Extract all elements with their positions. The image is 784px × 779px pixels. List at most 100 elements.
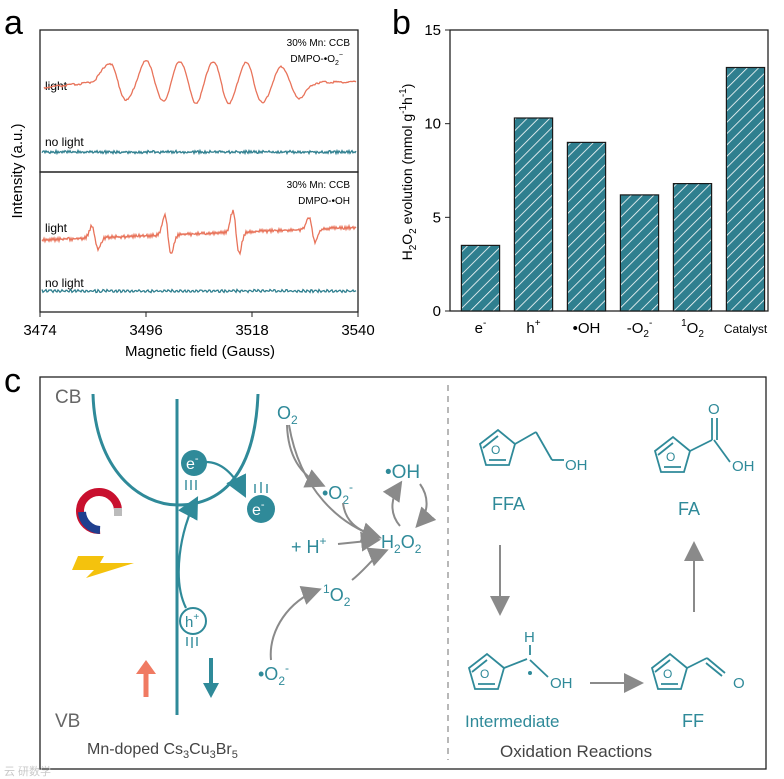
electron-in-band: e- xyxy=(181,450,207,490)
magnet-icon xyxy=(76,488,123,535)
panel-a-top-nolight-label: no light xyxy=(45,135,84,149)
electron-released: e- xyxy=(247,482,275,523)
panel-a: Intensity (a.u.) 3474 3496 3518 3540 Mag… xyxy=(9,29,375,360)
panel-a-top-dark-trace xyxy=(41,148,357,156)
electron-text: e xyxy=(186,456,195,473)
panel-b-ytick: 10 xyxy=(424,116,441,133)
bar-1 xyxy=(513,117,554,312)
ffa-molecule xyxy=(478,428,564,466)
ff-o-carbonyl: O xyxy=(733,675,745,692)
panel-a-xtick: 3540 xyxy=(341,322,374,339)
fa-o-carbonyl: O xyxy=(708,401,720,418)
arrow-superoxide-to-h2o2 xyxy=(342,502,382,542)
intermediate-label: Intermediate xyxy=(465,712,560,731)
bar-2 xyxy=(566,141,607,312)
bar-4 xyxy=(672,183,713,312)
electron-text-2: e xyxy=(252,502,261,519)
panel-a-xtick: 3518 xyxy=(235,322,268,339)
arrow-o2-to-superoxide xyxy=(286,424,326,488)
arrow-h2o2-to-oh xyxy=(382,480,403,527)
singlet-oxygen: 1O2 xyxy=(323,582,351,609)
svg-text:e-: e- xyxy=(186,453,199,473)
ff-o-ring: O xyxy=(663,667,672,681)
spin-down-arrowhead xyxy=(203,683,219,698)
panel-b-xtick: •OH xyxy=(573,320,601,337)
panel-a-top-light-trace xyxy=(43,60,357,105)
fa-o-ring: O xyxy=(666,450,675,464)
panel-a-bottom-title-2: DMPO-•OH xyxy=(298,196,350,207)
hydroxyl-radical: •OH xyxy=(385,462,420,483)
panel-a-xticks: 3474 3496 3518 3540 xyxy=(23,312,375,339)
oxidation-title: Oxidation Reactions xyxy=(500,742,652,761)
ffa-oh: OH xyxy=(565,457,588,474)
bar-0 xyxy=(460,244,501,312)
fa-label: FA xyxy=(678,499,700,519)
bar-3 xyxy=(619,194,660,312)
ffa-o-atom: O xyxy=(491,443,500,457)
light-icon xyxy=(72,556,134,578)
panel-a-bottom-light-label: light xyxy=(45,221,68,235)
panel-c-frame xyxy=(39,376,767,770)
material-label: Mn-doped Cs3Cu3Br5 xyxy=(87,741,238,761)
intermediate-molecule xyxy=(467,645,549,690)
panel-label-b: b xyxy=(392,4,411,42)
panel-b-ylabel: H2O2 evolution (mmol g-1h-1) xyxy=(398,84,419,261)
arrow-superoxide2-to-singlet xyxy=(269,585,322,661)
panel-a-xlabel: Magnetic field (Gauss) xyxy=(125,343,275,360)
intermediate-oh: OH xyxy=(550,675,573,692)
panel-b: 0 5 10 15 e-h+ •OH -O2- 1O2 Catalyst H2O2 evolu… xyxy=(398,22,769,340)
ffa-label: FFA xyxy=(492,494,525,514)
panel-b-xtick: h+ xyxy=(526,318,540,337)
arrow-hplus-to-h2o2 xyxy=(337,531,381,552)
fa-oh: OH xyxy=(732,458,755,475)
panel-a-bottom-light-trace xyxy=(41,209,357,256)
panel-b-ytick: 5 xyxy=(433,209,441,226)
intermediate-o-ring: O xyxy=(480,667,489,681)
arrow-o2-to-h2o2 xyxy=(288,424,382,542)
watermark: 云 研数学 xyxy=(4,764,51,778)
hole-in-band: h+ xyxy=(179,607,207,648)
hole-text: h xyxy=(185,614,193,631)
intermediate-h: H xyxy=(524,629,535,646)
panel-b-ytick: 15 xyxy=(424,22,441,39)
cb-label: CB xyxy=(55,387,81,408)
svg-text:e-: e- xyxy=(252,499,265,519)
ff-label: FF xyxy=(682,711,704,731)
panel-b-xlabels: e-h+ •OH -O2- 1O2 Catalyst xyxy=(475,318,768,340)
panel-b-xtick: -O2- xyxy=(627,318,653,340)
o2-species: O2 xyxy=(277,403,298,427)
panel-b-ytick: 0 xyxy=(433,303,441,320)
panel-a-top-title-1: 30% Mn: CCB xyxy=(287,38,351,49)
electron-transfer-arrow xyxy=(205,460,246,498)
panel-label-c: c xyxy=(4,362,21,400)
intermediate-radical-dot xyxy=(528,671,532,675)
spin-up-arrowhead xyxy=(136,660,156,674)
panel-b-xtick: 1O2 xyxy=(681,318,704,340)
svg-text:h+: h+ xyxy=(185,612,199,631)
ff-molecule xyxy=(650,652,726,690)
panel-b-yaxis: 0 5 10 15 xyxy=(424,22,450,320)
panel-a-xtick: 3496 xyxy=(129,322,162,339)
arrow-oh-to-h2o2 xyxy=(415,483,437,528)
superoxide-species: •O2- xyxy=(322,480,353,507)
panel-a-bottom-nolight-label: no light xyxy=(45,276,84,290)
panel-a-bottom-title-1: 30% Mn: CCB xyxy=(287,180,351,191)
excitation-arrow xyxy=(177,496,199,609)
panel-label-a: a xyxy=(4,4,23,42)
fa-molecule xyxy=(653,418,731,473)
bar-5 xyxy=(725,66,766,312)
panel-b-bars xyxy=(460,66,766,312)
panel-b-xtick: e- xyxy=(475,318,487,337)
arrow-singlet-to-h2o2 xyxy=(351,547,389,581)
panel-a-bottom-dark-trace xyxy=(41,288,357,294)
vb-label: VB xyxy=(55,711,80,732)
panel-a-xtick: 3474 xyxy=(23,322,56,339)
panel-b-frame xyxy=(449,29,769,312)
h2o2-species: H2O2 xyxy=(381,532,422,556)
h-plus: + H+ xyxy=(291,534,327,557)
panel-a-top-title-2: DMPO-•O2− xyxy=(290,52,343,67)
panel-a-ylabel: Intensity (a.u.) xyxy=(9,123,26,218)
panel-c: CB VB e- e- h+ xyxy=(39,376,767,770)
panel-a-bottom-frame xyxy=(39,171,359,313)
